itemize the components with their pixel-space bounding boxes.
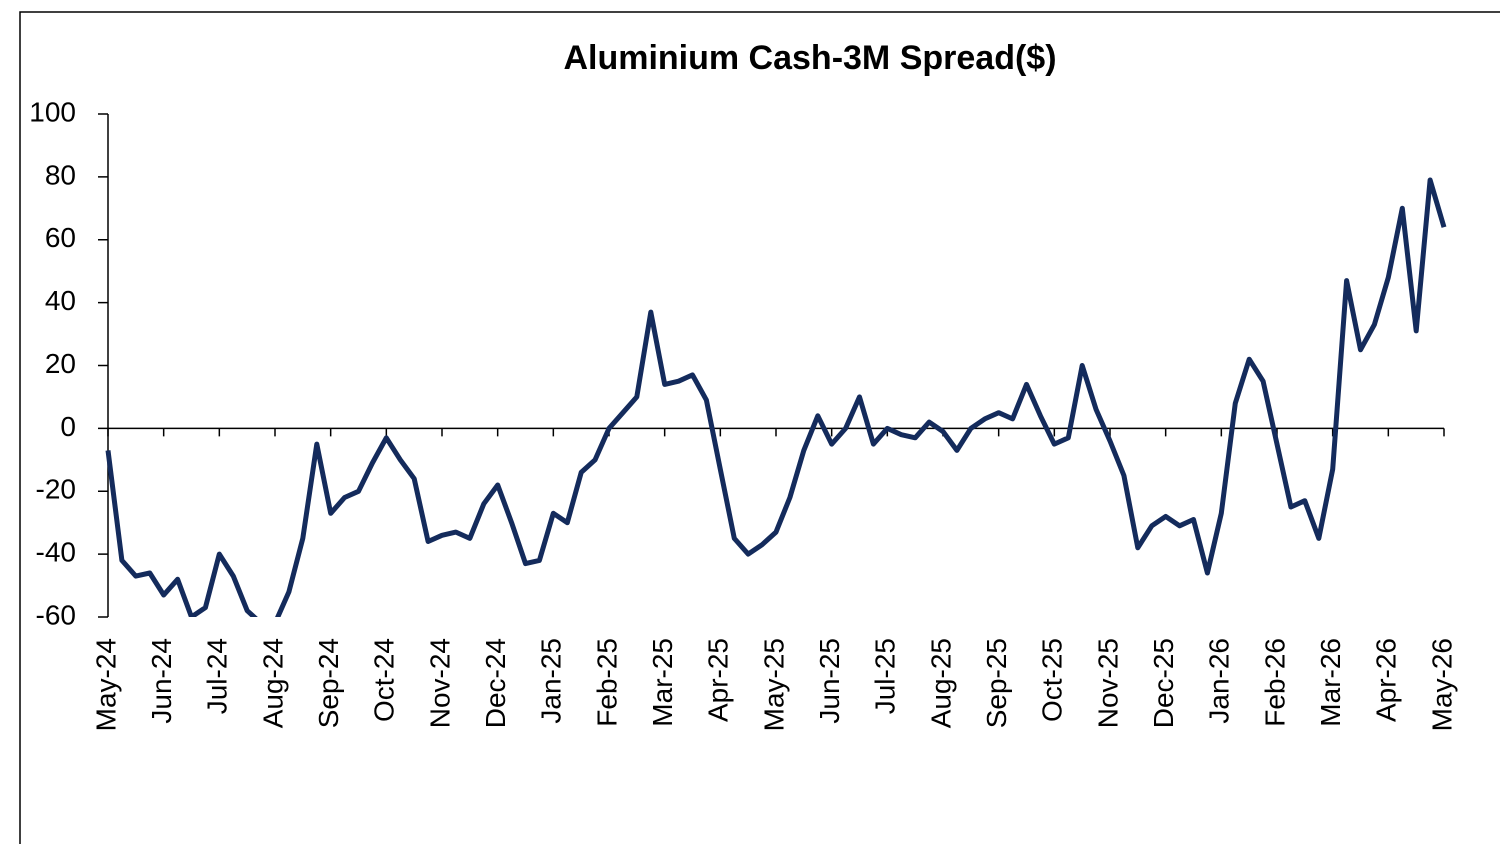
- y-tick-label: 60: [45, 222, 76, 253]
- x-tick-label: Aug-25: [925, 638, 956, 728]
- y-tick-label: 80: [45, 159, 76, 190]
- x-tick-label: Jun-24: [146, 638, 177, 724]
- series-line: [105, 177, 1447, 617]
- x-tick-label: May-26: [1426, 638, 1457, 731]
- y-tick-label: 40: [45, 285, 76, 316]
- x-tick-label: Nov-24: [424, 638, 455, 728]
- y-tick-label: -40: [36, 537, 76, 568]
- x-tick-label: Feb-26: [1259, 638, 1290, 727]
- y-tick-label: 20: [45, 348, 76, 379]
- x-tick-label: Aug-24: [257, 638, 288, 728]
- x-tick-label: Dec-24: [480, 638, 511, 728]
- x-tick-label: Oct-25: [1037, 638, 1068, 722]
- x-tick-label: Jul-24: [202, 638, 233, 714]
- x-tick-label: Nov-25: [1092, 638, 1123, 728]
- x-tick-label: Jun-25: [814, 638, 845, 724]
- x-tick-label: Mar-26: [1315, 638, 1346, 727]
- chart-title: Aluminium Cash-3M Spread($): [563, 39, 1056, 77]
- x-tick-label: Apr-25: [703, 638, 734, 722]
- x-tick-label: May-25: [758, 638, 789, 731]
- x-tick-label: Sep-24: [313, 638, 344, 728]
- x-tick-label: Oct-24: [369, 638, 400, 722]
- x-tick-label: Mar-25: [647, 638, 678, 727]
- x-tick-label: May-24: [90, 638, 121, 731]
- x-tick-label: Sep-25: [981, 638, 1012, 728]
- x-tick-label: Jan-25: [536, 638, 567, 724]
- y-tick-label: 100: [29, 96, 76, 127]
- x-tick-label: Dec-25: [1148, 638, 1179, 728]
- y-tick-label: -20: [36, 474, 76, 505]
- x-tick-label: Apr-26: [1371, 638, 1402, 722]
- x-tick-label: Feb-25: [591, 638, 622, 727]
- chart-frame: [19, 11, 1500, 844]
- y-tick-label: -60: [36, 599, 76, 630]
- y-tick-label: 0: [60, 411, 76, 442]
- x-tick-label: Jul-25: [870, 638, 901, 714]
- x-tick-label: Jan-26: [1204, 638, 1235, 724]
